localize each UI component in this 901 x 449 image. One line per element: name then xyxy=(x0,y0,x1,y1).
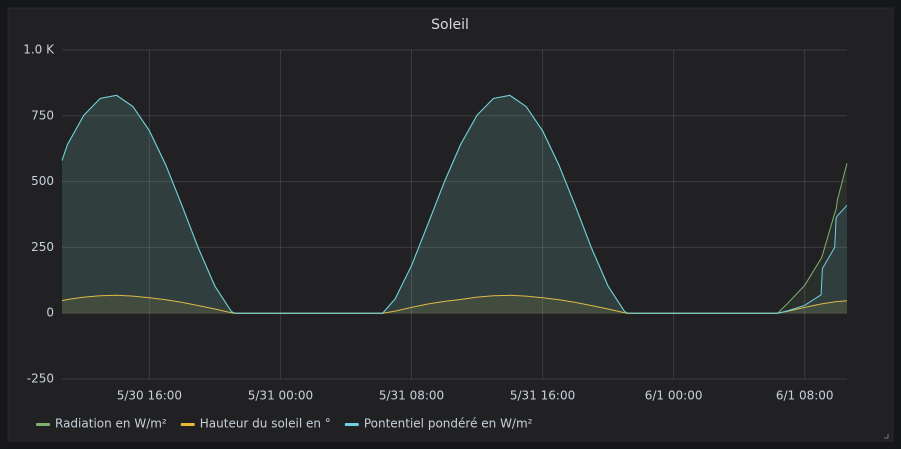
series-line xyxy=(61,94,848,314)
y-tick-label: 250 xyxy=(31,240,54,254)
series-area xyxy=(62,295,847,314)
y-tick-label: 0 xyxy=(46,306,54,320)
panel-background xyxy=(7,7,894,442)
legend-label[interactable]: Hauteur du soleil en ° xyxy=(200,417,331,431)
legend-swatch xyxy=(36,423,50,426)
resize-handle[interactable] xyxy=(884,434,889,439)
x-tick-label: 5/31 00:00 xyxy=(248,389,313,403)
legend-label[interactable]: Radiation en W/m² xyxy=(55,417,167,431)
y-tick-label: -250 xyxy=(27,372,54,386)
series-line xyxy=(61,294,848,314)
series-area xyxy=(62,95,847,314)
x-tick-label: 6/1 00:00 xyxy=(645,389,703,403)
legend-label[interactable]: Pontentiel pondéré en W/m² xyxy=(364,417,533,431)
x-tick-label: 5/31 16:00 xyxy=(510,389,575,403)
x-tick-label: 6/1 08:00 xyxy=(776,389,834,403)
x-tick-label: 5/31 08:00 xyxy=(379,389,444,403)
y-tick-label: 1.0 K xyxy=(23,43,55,57)
y-tick-label: 500 xyxy=(31,174,54,188)
legend-swatch xyxy=(344,423,359,426)
x-tick-label: 5/30 16:00 xyxy=(117,389,182,403)
y-tick-label: 750 xyxy=(31,108,54,122)
chart-title: Soleil xyxy=(431,17,469,33)
legend-swatch xyxy=(180,423,195,426)
series-area xyxy=(62,95,847,314)
